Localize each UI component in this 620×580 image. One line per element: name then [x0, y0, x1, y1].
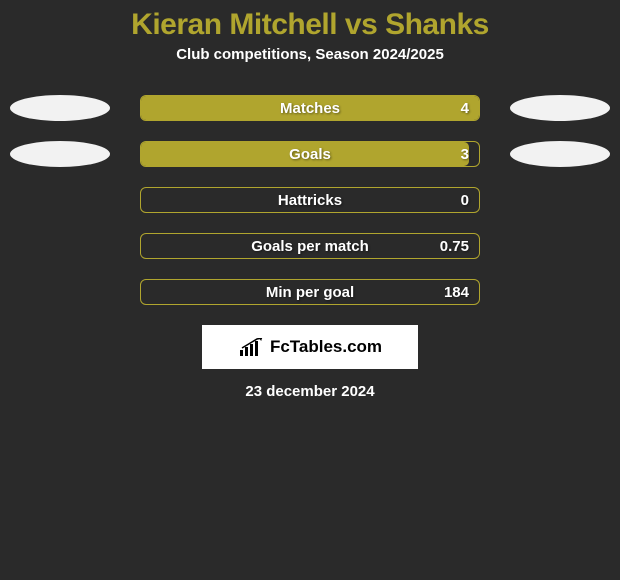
date-text: 23 december 2024	[0, 383, 620, 400]
stat-row: Goals per match0.75	[0, 233, 620, 259]
stat-row: Min per goal184	[0, 279, 620, 305]
stat-bar: Matches4	[140, 95, 480, 121]
stat-value: 4	[461, 96, 469, 122]
barchart-icon	[238, 338, 264, 356]
stat-label: Matches	[141, 96, 479, 122]
stat-bar: Goals per match0.75	[140, 233, 480, 259]
logo-box: FcTables.com	[202, 325, 418, 369]
page-title: Kieran Mitchell vs Shanks	[0, 8, 620, 42]
stat-label: Hattricks	[141, 188, 479, 214]
logo-text: FcTables.com	[270, 337, 382, 357]
player-right-marker	[510, 141, 610, 167]
comparison-card: Kieran Mitchell vs Shanks Club competiti…	[0, 0, 620, 400]
stat-label: Goals	[141, 142, 479, 168]
stat-row: Matches4	[0, 95, 620, 121]
stat-bar: Hattricks0	[140, 187, 480, 213]
stat-row: Goals3	[0, 141, 620, 167]
stat-value: 0.75	[440, 234, 469, 260]
subtitle: Club competitions, Season 2024/2025	[0, 46, 620, 63]
player-left-marker	[10, 95, 110, 121]
stat-value: 3	[461, 142, 469, 168]
stat-rows: Matches4Goals3Hattricks0Goals per match0…	[0, 95, 620, 305]
stat-value: 184	[444, 280, 469, 306]
stat-label: Goals per match	[141, 234, 479, 260]
stat-bar: Goals3	[140, 141, 480, 167]
player-left-marker	[10, 141, 110, 167]
stat-bar: Min per goal184	[140, 279, 480, 305]
player-right-marker	[510, 95, 610, 121]
stat-label: Min per goal	[141, 280, 479, 306]
stat-value: 0	[461, 188, 469, 214]
stat-row: Hattricks0	[0, 187, 620, 213]
